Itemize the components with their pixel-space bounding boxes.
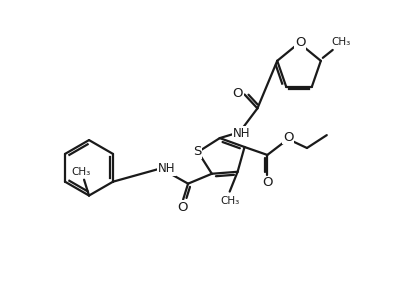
Text: CH₃: CH₃ (72, 167, 91, 177)
Text: O: O (295, 36, 305, 49)
Text: O: O (232, 87, 243, 100)
Text: NH: NH (233, 127, 250, 140)
Text: O: O (177, 201, 187, 214)
Text: O: O (262, 176, 273, 189)
Text: CH₃: CH₃ (220, 197, 239, 207)
Text: CH₃: CH₃ (331, 37, 350, 47)
Text: S: S (193, 145, 201, 158)
Text: NH: NH (158, 162, 175, 175)
Text: O: O (283, 131, 294, 144)
